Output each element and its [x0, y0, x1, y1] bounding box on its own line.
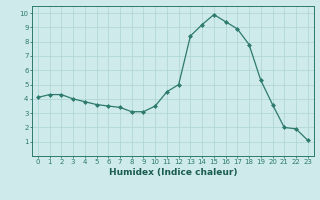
X-axis label: Humidex (Indice chaleur): Humidex (Indice chaleur) — [108, 168, 237, 177]
